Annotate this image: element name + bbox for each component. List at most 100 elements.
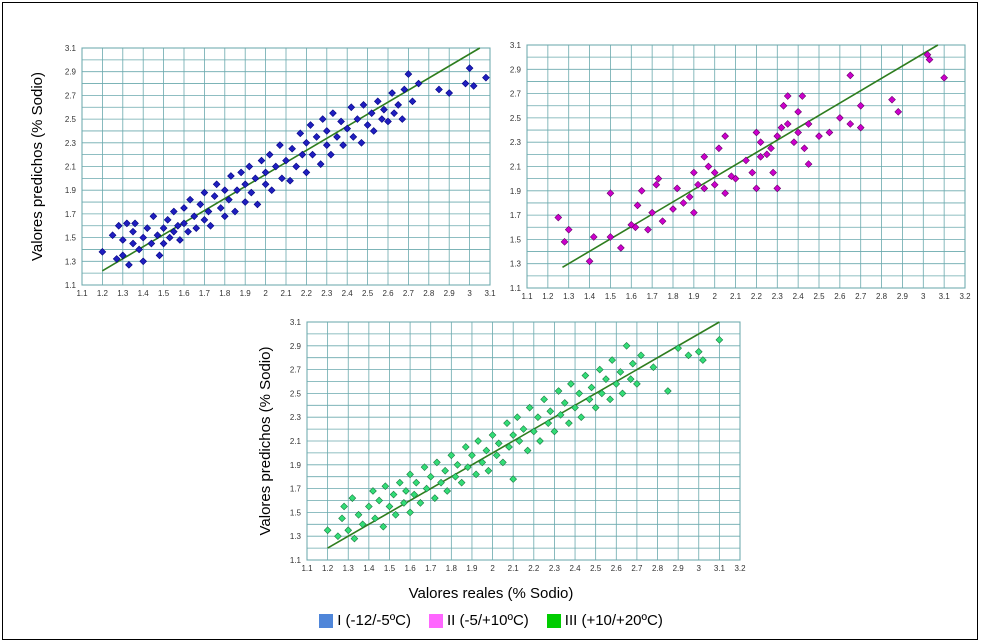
data-point: [894, 108, 903, 116]
x-tick-label: 1.9: [688, 292, 700, 301]
data-point: [763, 150, 771, 159]
data-point: [247, 188, 256, 197]
data-point: [575, 389, 583, 398]
x-tick-label: 3.2: [734, 564, 746, 573]
data-point: [589, 233, 598, 241]
y-tick-label: 1.3: [290, 532, 302, 541]
data-point: [282, 156, 290, 165]
x-tick-label: 2.3: [321, 289, 333, 298]
x-tick-label: 2.1: [508, 564, 520, 573]
data-point: [546, 407, 555, 416]
data-point: [478, 458, 487, 467]
data-point: [349, 133, 358, 141]
y-tick-label: 2.1: [65, 163, 77, 172]
data-point: [721, 132, 729, 140]
y-tick-label: 2.1: [510, 163, 522, 172]
data-point: [402, 487, 410, 495]
x-tick-label: 1.6: [405, 564, 417, 573]
data-point: [347, 103, 356, 112]
data-point: [210, 192, 219, 200]
data-point: [190, 212, 199, 221]
x-tick-label: 1.6: [178, 289, 190, 298]
x-tick-label: 2.8: [652, 564, 664, 573]
data-point: [685, 193, 694, 201]
data-point: [220, 186, 229, 195]
x-tick-label: 2.9: [897, 292, 909, 301]
data-point: [482, 73, 490, 82]
data-point: [494, 439, 503, 448]
data-point: [192, 224, 201, 232]
y-tick-label: 3.1: [510, 41, 522, 50]
data-point: [790, 138, 798, 147]
data-point: [836, 114, 844, 122]
y-tick-label: 1.1: [510, 284, 522, 293]
data-point: [648, 208, 656, 217]
y-tick-label: 1.7: [510, 211, 522, 220]
data-point: [715, 336, 724, 344]
y-tick-label: 2.9: [290, 342, 302, 351]
data-point: [180, 204, 188, 212]
y-tick-label: 2.3: [510, 138, 522, 147]
data-point: [329, 109, 337, 117]
y-tick-label: 1.1: [290, 556, 302, 565]
data-point: [536, 437, 544, 445]
data-point: [633, 201, 642, 210]
data-point: [257, 156, 266, 165]
x-tick-label: 2.6: [382, 289, 394, 298]
data-point: [389, 490, 398, 499]
data-point: [343, 124, 352, 133]
data-point: [176, 236, 184, 244]
data-point: [690, 168, 698, 177]
data-point: [253, 200, 262, 209]
data-point: [381, 482, 390, 491]
data-point: [380, 105, 388, 114]
x-tick-label: 2.6: [834, 292, 846, 301]
data-point: [465, 64, 474, 72]
data-point: [598, 389, 606, 398]
y-tick-label: 2.9: [65, 68, 77, 77]
data-point: [509, 475, 518, 483]
data-point: [674, 344, 682, 353]
data-point: [412, 478, 421, 487]
x-tick-label: 3.1: [714, 564, 726, 573]
data-point: [608, 356, 616, 364]
data-point: [184, 227, 192, 236]
data-point: [715, 144, 723, 153]
data-point: [794, 128, 802, 137]
y-tick-label: 2.5: [290, 389, 302, 398]
y-tick-label: 2.9: [510, 65, 522, 74]
x-tick-label: 2.8: [876, 292, 888, 301]
data-point: [400, 499, 408, 507]
data-point: [375, 496, 383, 505]
data-point: [339, 141, 347, 149]
data-point: [147, 239, 156, 248]
data-point: [519, 425, 528, 433]
data-point: [472, 470, 480, 479]
x-tick-label: 3: [921, 292, 926, 301]
data-point: [340, 502, 348, 511]
data-point: [286, 176, 294, 185]
data-point: [443, 487, 452, 495]
data-point: [679, 199, 688, 207]
data-point: [694, 347, 703, 356]
data-point: [306, 121, 315, 129]
x-tick-label: 1.2: [97, 289, 109, 298]
data-point: [410, 490, 419, 499]
data-point: [322, 141, 331, 149]
x-tick-label: 2.4: [342, 289, 354, 298]
data-point: [513, 413, 522, 422]
data-point: [233, 186, 241, 195]
data-point: [700, 184, 709, 193]
data-point: [131, 219, 139, 228]
legend: I (-12/-5ºC) II (-5/+10ºC) III (+10/+20º…: [0, 612, 982, 629]
legend-label-i: I (-12/-5ºC): [337, 612, 412, 629]
data-point: [245, 162, 254, 171]
data-point: [556, 410, 565, 419]
x-tick-label: 1.2: [542, 292, 554, 301]
data-point: [554, 387, 563, 395]
data-point: [565, 419, 573, 427]
data-point: [390, 109, 398, 117]
data-point: [302, 168, 311, 177]
data-point: [616, 368, 625, 376]
data-point: [664, 387, 672, 395]
